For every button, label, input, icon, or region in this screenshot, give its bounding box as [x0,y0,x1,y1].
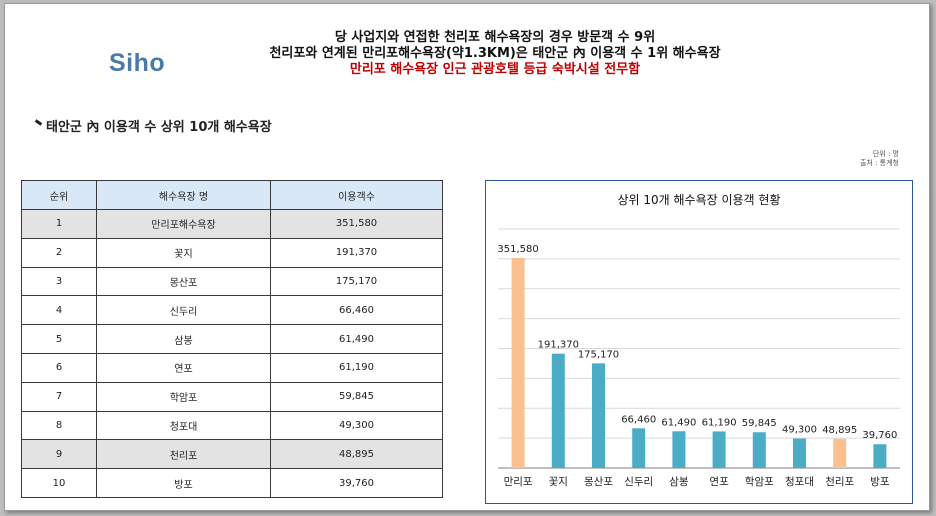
headline-line-1: 당 사업지와 연접한 천리포 해수욕장의 경우 방문객 수 9위 [334,30,656,45]
table-row: 1 만리포해수욕장 351,580 [21,209,443,239]
visitors-cell: 175,170 [270,266,443,297]
chart-title: 상위 10개 해수욕장 이용객 현황 [617,193,781,207]
x-tick-label: 학암포 [745,476,774,488]
visitors-cell: 61,490 [270,324,443,354]
visitors-cell: 48,895 [270,439,443,470]
data-label: 49,300 [782,425,817,436]
data-label: 48,895 [822,425,857,436]
rank-cell: 4 [21,295,97,326]
visitors-cell: 61,190 [270,352,443,383]
data-label: 175,170 [578,349,619,360]
bar-청포대 [793,438,806,468]
beach-name-cell: 만리포해수욕장 [96,209,271,239]
x-tick-label: 천리포 [825,476,854,488]
visitors-cell: 351,580 [270,209,443,239]
data-label: 191,370 [538,340,579,351]
bullet-tick-icon [34,119,43,126]
table-row: 3 몽산포 175,170 [21,266,443,297]
source-note: 단위 : 명 출처 : 통계청 [860,150,899,168]
table-row: 4 신두리 66,460 [21,295,443,326]
x-tick-label: 청포대 [785,476,814,488]
table-row: 9 천리포 48,895 [21,439,443,470]
slide-frame: Siho 당 사업지와 연접한 천리포 해수욕장의 경우 방문객 수 9위 천리… [4,3,930,511]
rank-cell: 3 [21,266,97,297]
data-label: 59,845 [742,418,777,429]
x-tick-label: 신두리 [624,476,653,488]
beach-name-cell: 몽산포 [96,266,271,297]
bar-학암포 [752,432,766,468]
siho-logo: Siho [109,49,166,77]
table-row: 10 방포 39,760 [21,468,443,498]
x-tick-label: 연포 [709,476,729,488]
x-tick-label: 만리포 [504,476,533,488]
data-label: 39,760 [862,430,897,441]
table-row: 5 삼봉 61,490 [21,324,443,354]
visitors-cell: 49,300 [270,410,443,441]
table-header-row: 순위 해수욕장 명 이용객수 [21,180,443,210]
visitors-cell: 39,760 [270,468,443,498]
table-row: 2 꽃지 191,370 [21,237,443,268]
data-label: 61,190 [702,417,737,428]
headline-line-3: 만리포 해수욕장 인근 관광호텔 등급 숙박시설 전무함 [349,62,641,77]
header-beach-name: 해수욕장 명 [96,180,271,210]
beach-name-cell: 꽃지 [96,237,271,268]
rank-cell: 9 [21,439,97,470]
headline: 당 사업지와 연접한 천리포 해수욕장의 경우 방문객 수 9위 천리포와 연계… [205,30,785,78]
rank-cell: 5 [21,324,97,354]
rank-cell: 2 [21,237,97,268]
beach-name-cell: 삼봉 [96,324,271,354]
table-row: 6 연포 61,190 [21,352,443,383]
bar-chart: 351,580 만리포 191,370 꽃지 175,170 몽산포 66,460 신두리 61… [497,228,900,488]
rank-cell: 7 [21,381,97,412]
bar-삼봉 [672,431,686,468]
visitors-cell: 59,845 [270,381,443,412]
data-label: 66,460 [621,414,656,425]
beach-name-cell: 천리포 [96,439,271,470]
x-tick-label: 몽산포 [584,476,613,488]
table-row: 7 학암포 59,845 [21,381,443,412]
x-tick-label: 방포 [870,476,890,488]
ranking-table: 순위 해수욕장 명 이용객수 1 만리포해수욕장 351,580 2 꽃지 191,370… [21,180,443,498]
beach-name-cell: 청포대 [96,410,271,441]
source-label: 출처 : 통계청 [859,159,899,167]
x-tick-label: 꽃지 [549,476,568,488]
bar-연포 [712,431,726,468]
bar-천리포 [833,438,847,468]
header-visitors: 이용객수 [270,180,443,210]
beach-name-cell: 학암포 [96,381,271,412]
header-rank: 순위 [21,180,97,210]
chart-panel: 상위 10개 해수욕장 이용객 현황 351,580 만리포 191,370 꽃지 17… [485,180,913,504]
table-row: 8 청포대 49,300 [21,410,443,441]
x-tick-label: 삼봉 [669,476,689,488]
table-body: 1 만리포해수욕장 351,580 2 꽃지 191,370 3 몽산포 175,170 4 신두리… [21,209,443,498]
data-label: 61,490 [661,417,696,428]
beach-name-cell: 신두리 [96,295,271,326]
rank-cell: 6 [21,352,97,383]
data-label: 351,580 [497,244,538,255]
rank-cell: 10 [21,468,97,498]
beach-name-cell: 연포 [96,352,271,383]
bar-방포 [873,444,887,468]
visitors-cell: 191,370 [270,237,443,268]
unit-label: 단위 : 명 [872,150,899,158]
bar-만리포 [511,257,525,468]
visitors-cell: 66,460 [270,295,443,326]
rank-cell: 1 [21,209,97,239]
bar-신두리 [632,428,646,468]
rank-cell: 8 [21,410,97,441]
section-title: 태안군 內 이용객 수 상위 10개 해수욕장 [34,116,272,135]
headline-line-2: 천리포와 연계된 만리포해수욕장(약1.3KM)은 태안군 內 이용객 수 1위… [269,46,721,61]
beach-name-cell: 방포 [96,468,271,498]
bar-몽산포 [592,363,605,468]
bar-꽃지 [551,353,565,468]
section-title-text: 태안군 內 이용객 수 상위 10개 해수욕장 [46,120,272,135]
